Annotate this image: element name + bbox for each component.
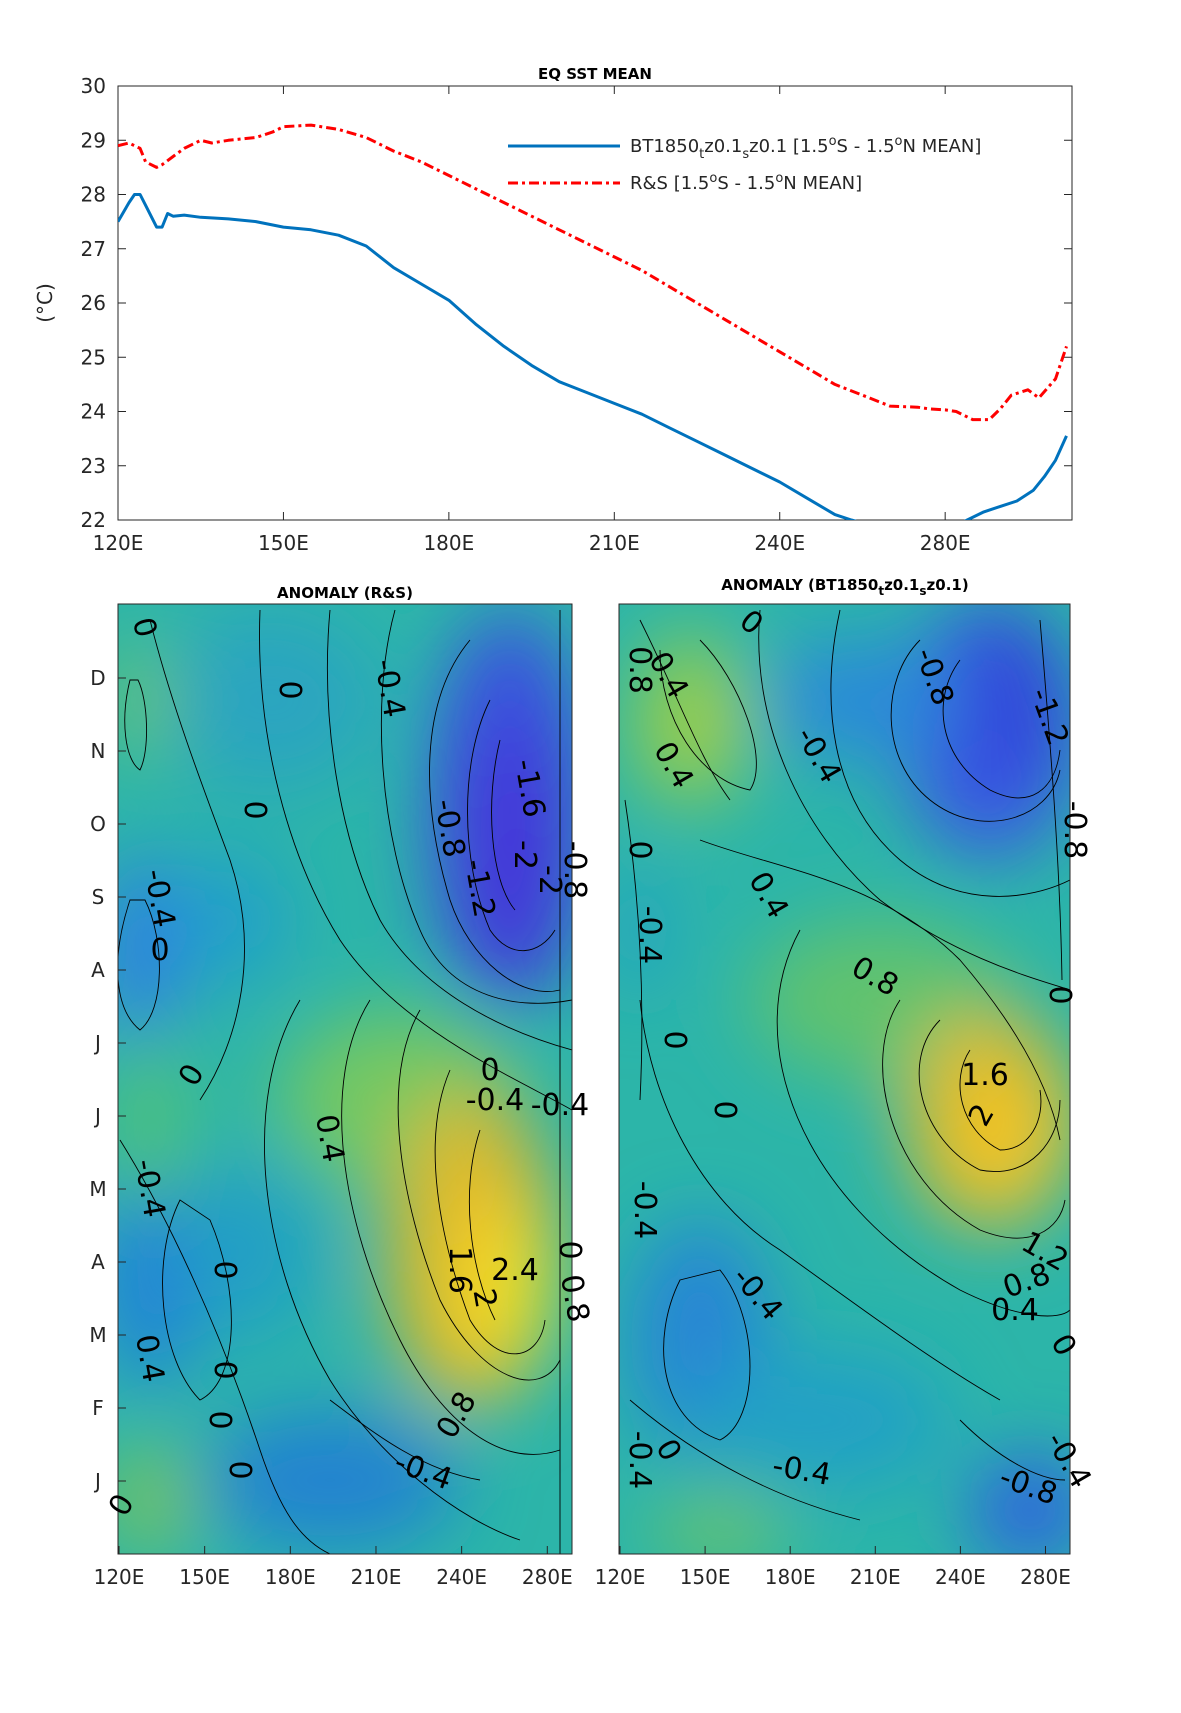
heatmap-rs-frame — [117, 603, 573, 1555]
contour-label: 0 — [237, 800, 272, 819]
heatmap-bt1850-contours — [624, 609, 1070, 1521]
line-chart: EQ SST MEAN (°C) 22 23 24 25 26 27 28 29 30 120E… — [33, 65, 1073, 555]
contour-label: 0 — [207, 1260, 242, 1279]
series-line-1 — [118, 123, 1068, 422]
y-tick-label: 23 — [81, 454, 106, 478]
chart-title: EQ SST MEAN — [538, 65, 652, 83]
contour-label: -0.4 — [632, 906, 667, 965]
y-tick-label: N — [91, 739, 106, 763]
contour-label: -0.4 — [466, 1083, 525, 1118]
contour-label: -0.8 — [1057, 801, 1092, 860]
y-tick-label: M — [89, 1177, 106, 1201]
x-tick-label: 280E — [522, 1565, 573, 1589]
heatmap-bt1850-field — [619, 604, 1070, 1554]
legend-label-0: BT1850tz0.1sz0.1 [1.5oS - 1.5oN MEAN] — [630, 134, 981, 162]
contour-label: 0 — [657, 1030, 692, 1049]
contour-label: -0.4 — [627, 1181, 662, 1240]
x-tick-label: 210E — [850, 1565, 901, 1589]
x-tick-label: 120E — [595, 1565, 646, 1589]
x-tick-label: 180E — [765, 1565, 816, 1589]
contour-label: 0.8 — [553, 1272, 596, 1325]
contour-label: 0 — [202, 1410, 237, 1429]
x-tick-label: 150E — [179, 1565, 230, 1589]
x-tick-label: 120E — [93, 531, 144, 555]
x-tick-label: 180E — [265, 1565, 316, 1589]
y-tick-label: 26 — [81, 291, 106, 315]
contour-label: -2 — [532, 865, 567, 895]
y-tick-label: J — [93, 1031, 101, 1055]
y-tick-label: 28 — [81, 183, 106, 207]
heatmap-rs: ANOMALY (R&S) — [89, 584, 595, 1589]
x-tick-label: 210E — [351, 1565, 402, 1589]
contour-label: -0.4 — [622, 1431, 657, 1490]
contour-label: 0 — [480, 1053, 499, 1088]
contour-label: 0 — [222, 1460, 257, 1479]
y-tick-label: 27 — [81, 237, 106, 261]
legend-label-1: R&S [1.5oS - 1.5oN MEAN] — [630, 171, 862, 194]
x-tick-label: 180E — [423, 531, 474, 555]
y-tick-label: 29 — [81, 128, 106, 152]
heatmap-rs-y-axis: J F M A M J J A S O N D — [89, 666, 126, 1493]
x-tick-label: 280E — [920, 531, 971, 555]
contour-label: 0 — [552, 1240, 587, 1259]
x-tick-label: 120E — [94, 1565, 145, 1589]
y-tick-label: 22 — [81, 508, 106, 532]
series-line-0 — [118, 193, 1068, 520]
contour-label: -0.4 — [531, 1088, 590, 1123]
y-tick-label: D — [90, 666, 105, 690]
y-tick-label: J — [93, 1469, 101, 1493]
x-tick-label: 150E — [258, 531, 309, 555]
contour-label: 0 — [1042, 985, 1077, 1004]
heatmap-bt1850: ANOMALY (BT1850tz0.1sz0.1) — [595, 576, 1098, 1589]
heatmap-rs-x-axis: 120E 150E 180E 210E 240E 280E — [94, 1546, 573, 1589]
y-tick-label: F — [92, 1396, 104, 1420]
legend: BT1850tz0.1sz0.1 [1.5oS - 1.5oN MEAN] R&S… — [508, 134, 981, 194]
y-tick-label: S — [92, 885, 105, 909]
contour-label: -2 — [507, 840, 542, 870]
heatmap-rs-field — [118, 610, 572, 1554]
contour-label: 1.6 — [442, 1246, 477, 1294]
contour-label: 0 — [272, 680, 307, 699]
y-tick-label: 30 — [81, 74, 106, 98]
contour-label: 0 — [622, 840, 657, 859]
x-tick-label: 280E — [1020, 1565, 1071, 1589]
y-tick-label: 25 — [81, 345, 106, 369]
heatmap-bt1850-title: ANOMALY (BT1850tz0.1sz0.1) — [721, 576, 968, 598]
contour-label: 0 — [707, 1100, 742, 1119]
contour-label: 0.4 — [308, 1112, 351, 1165]
heatmap-rs-contours — [118, 609, 572, 1554]
contour-label: 0 — [207, 1360, 242, 1379]
y-tick-label: J — [93, 1104, 101, 1128]
y-tick-label: M — [89, 1323, 106, 1347]
heatmap-bt1850-frame — [618, 603, 1071, 1555]
contour-label: 1.6 — [961, 1058, 1009, 1093]
heatmap-bt1850-x-axis: 120E 150E 180E 210E 240E 280E — [595, 1546, 1071, 1589]
y-tick-label: A — [91, 1250, 105, 1274]
plot-frame — [117, 85, 1073, 521]
x-tick-label: 150E — [680, 1565, 731, 1589]
heatmap-rs-title: ANOMALY (R&S) — [277, 584, 413, 602]
y-tick-label: 24 — [81, 400, 106, 424]
x-tick-label: 240E — [436, 1565, 487, 1589]
series-lines — [118, 123, 1068, 520]
contour-label: 0.8 — [622, 646, 657, 694]
contour-label: -0.8 — [557, 841, 592, 900]
contour-label: 2.4 — [491, 1253, 539, 1288]
y-tick-label: A — [91, 958, 105, 982]
y-tick-label: O — [90, 812, 106, 836]
contour-label: 0 — [150, 933, 169, 968]
contour-label: 0.4 — [128, 1332, 171, 1385]
x-tick-label: 240E — [754, 531, 805, 555]
x-axis: 120E 150E 180E 210E 240E 280E — [93, 86, 971, 555]
y-axis-label: (°C) — [33, 283, 57, 323]
contour-label: 0.4 — [991, 1293, 1039, 1328]
y-axis: 22 23 24 25 26 27 28 29 30 — [81, 74, 1072, 532]
x-tick-label: 210E — [589, 531, 640, 555]
x-tick-label: 240E — [935, 1565, 986, 1589]
